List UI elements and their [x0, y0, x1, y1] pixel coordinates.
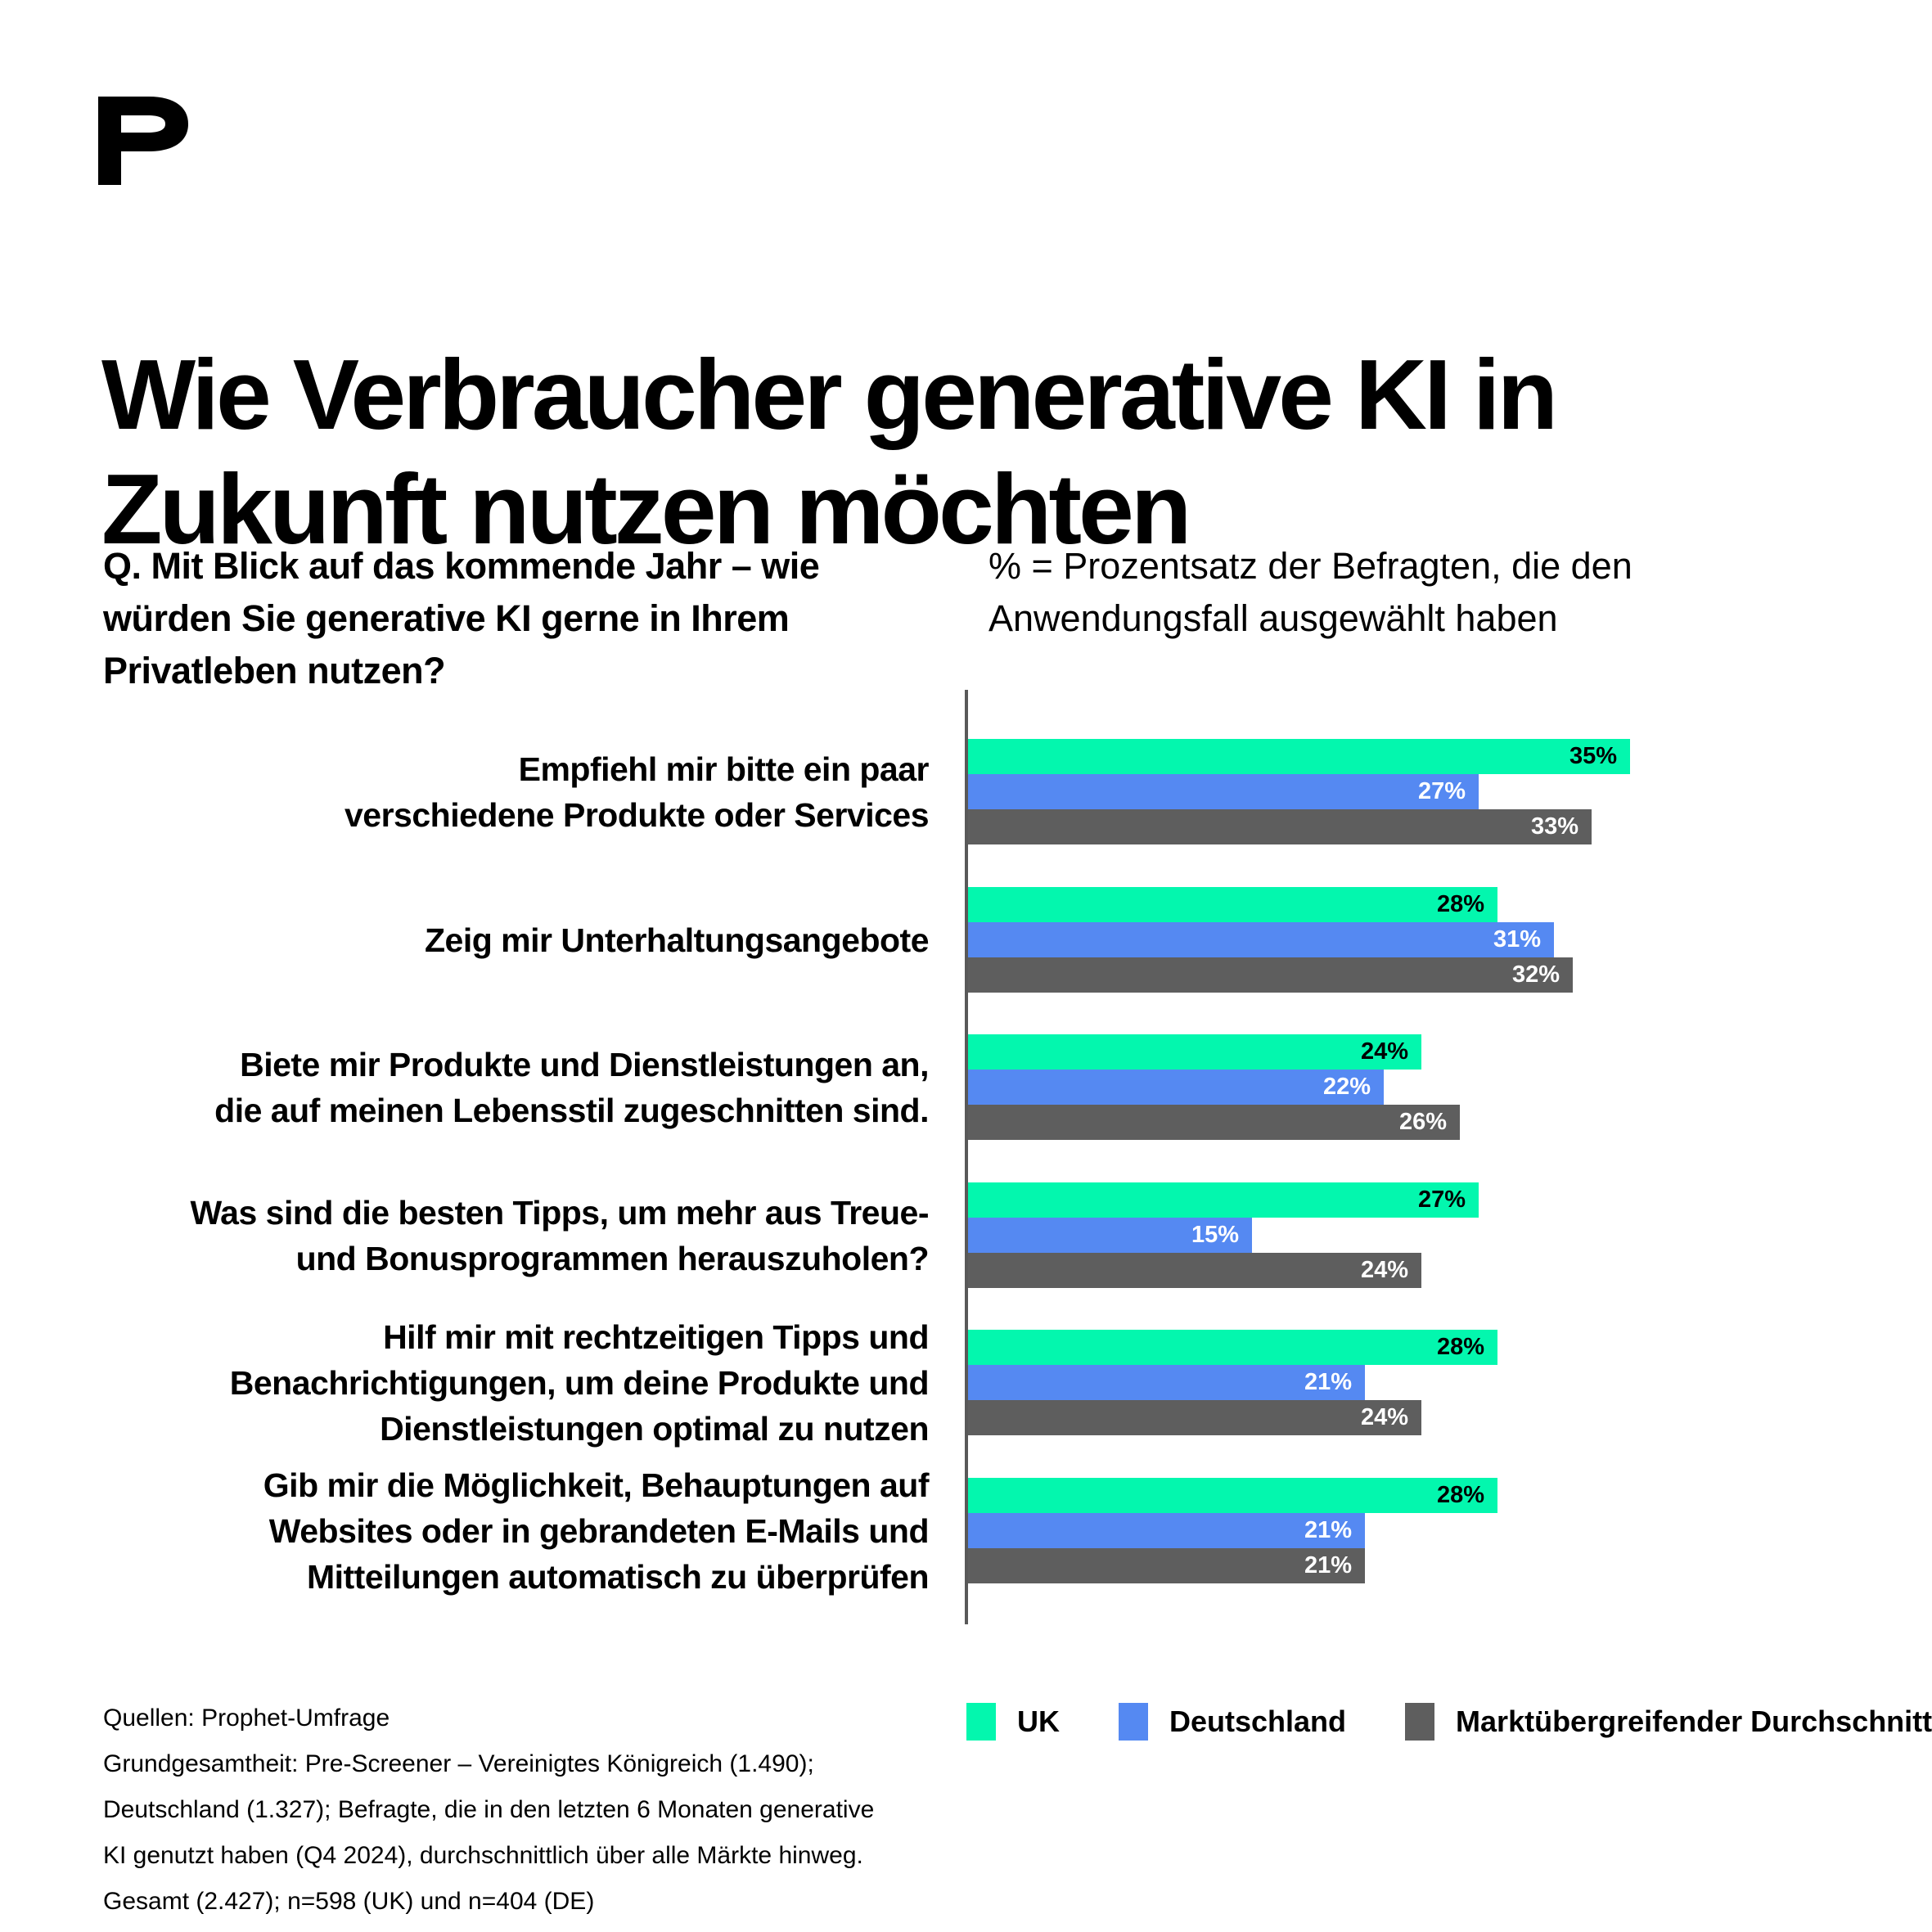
bar-marktdurchschnitt: 32% — [968, 957, 1573, 993]
bar-group: Zeig mir Unterhaltungsangebote 28% 31% 32% — [0, 887, 1932, 993]
bar-group: Gib mir die Möglichkeit, Behauptungen au… — [0, 1466, 1932, 1596]
percentage-note: % = Prozentsatz der Befragten, die den A… — [989, 545, 1633, 639]
bar-uk: 35% — [968, 739, 1630, 774]
bar-marktdurchschnitt: 33% — [968, 809, 1592, 844]
bar-group: Empfiehl mir bitte ein paar verschiedene… — [0, 739, 1932, 844]
category-label: Was sind die besten Tipps, um mehr aus T… — [190, 1193, 929, 1277]
bar-uk: 28% — [968, 887, 1497, 922]
prophet-p-logo-icon — [98, 97, 188, 185]
bar-value-label: 27% — [1417, 1187, 1466, 1213]
legend-label: Deutschland — [1169, 1705, 1347, 1738]
legend-swatch-icon — [1119, 1703, 1148, 1741]
bar-chart: Empfiehl mir bitte ein paar verschiedene… — [0, 690, 1932, 1624]
bar-value-label: 24% — [1360, 1038, 1408, 1065]
bar-deutschland: 22% — [968, 1070, 1384, 1105]
bar-value-label: 26% — [1398, 1109, 1447, 1135]
bar-value-label: 32% — [1511, 961, 1560, 988]
bar-value-label: 24% — [1360, 1404, 1408, 1430]
bar-group: Hilf mir mit rechtzeitigen Tipps und Ben… — [0, 1317, 1932, 1448]
page-title: Wie Verbraucher generative KI in Zukunft… — [101, 338, 1558, 565]
bar-value-label: 22% — [1322, 1074, 1371, 1100]
bar-deutschland: 21% — [968, 1365, 1365, 1400]
bar-marktdurchschnitt: 24% — [968, 1253, 1421, 1288]
legend-item-uk: UK — [966, 1703, 1060, 1741]
bar-group: Biete mir Produkte und Dienstleistungen … — [0, 1034, 1932, 1140]
bar-value-label: 28% — [1436, 1334, 1484, 1360]
legend-swatch-icon — [1405, 1703, 1435, 1741]
survey-question: Q. Mit Blick auf das kommende Jahr – wie… — [103, 545, 820, 691]
bar-value-label: 28% — [1436, 891, 1484, 917]
legend-label: UK — [1017, 1705, 1060, 1738]
category-label: Gib mir die Möglichkeit, Behauptungen au… — [263, 1466, 930, 1596]
bar-value-label: 27% — [1417, 778, 1466, 804]
bar-marktdurchschnitt: 24% — [968, 1400, 1421, 1435]
bar-group: Was sind die besten Tipps, um mehr aus T… — [0, 1182, 1932, 1288]
bar-value-label: 21% — [1304, 1369, 1352, 1395]
legend-swatch-icon — [966, 1703, 996, 1741]
bar-marktdurchschnitt: 26% — [968, 1105, 1460, 1140]
bar-value-label: 28% — [1436, 1482, 1484, 1508]
bar-value-label: 21% — [1304, 1517, 1352, 1543]
category-label: Zeig mir Unterhaltungsangebote — [425, 921, 930, 959]
chart-legend: UK Deutschland Marktübergreifender Durchsc… — [966, 1700, 1932, 1743]
legend-item-deutschland: Deutschland — [1119, 1703, 1346, 1741]
category-label: Biete mir Produkte und Dienstleistungen … — [214, 1045, 929, 1129]
legend-item-marktdurchschnitt: Marktübergreifender Durchschnitt — [1405, 1703, 1932, 1741]
bar-value-label: 35% — [1569, 743, 1617, 769]
legend-label: Marktübergreifender Durchschnitt — [1456, 1705, 1932, 1738]
bar-value-label: 21% — [1304, 1552, 1352, 1578]
category-label: Empfiehl mir bitte ein paar verschiedene… — [344, 750, 930, 834]
bar-uk: 27% — [968, 1182, 1479, 1218]
y-axis-line — [965, 690, 968, 1624]
bar-value-label: 15% — [1191, 1222, 1239, 1248]
category-label: Hilf mir mit rechtzeitigen Tipps und Ben… — [229, 1317, 930, 1448]
bar-value-label: 24% — [1360, 1257, 1408, 1283]
bar-uk: 24% — [968, 1034, 1421, 1070]
bar-uk: 28% — [968, 1330, 1497, 1365]
bar-deutschland: 15% — [968, 1218, 1252, 1253]
bar-uk: 28% — [968, 1478, 1497, 1513]
bar-value-label: 31% — [1493, 926, 1541, 952]
bar-deutschland: 27% — [968, 774, 1479, 809]
bar-deutschland: 21% — [968, 1513, 1365, 1548]
bar-deutschland: 31% — [968, 922, 1554, 957]
bar-value-label: 33% — [1530, 813, 1578, 840]
bar-marktdurchschnitt: 21% — [968, 1548, 1365, 1583]
source-footnote: Quellen: Prophet-Umfrage Grundgesamtheit… — [103, 1705, 875, 1915]
